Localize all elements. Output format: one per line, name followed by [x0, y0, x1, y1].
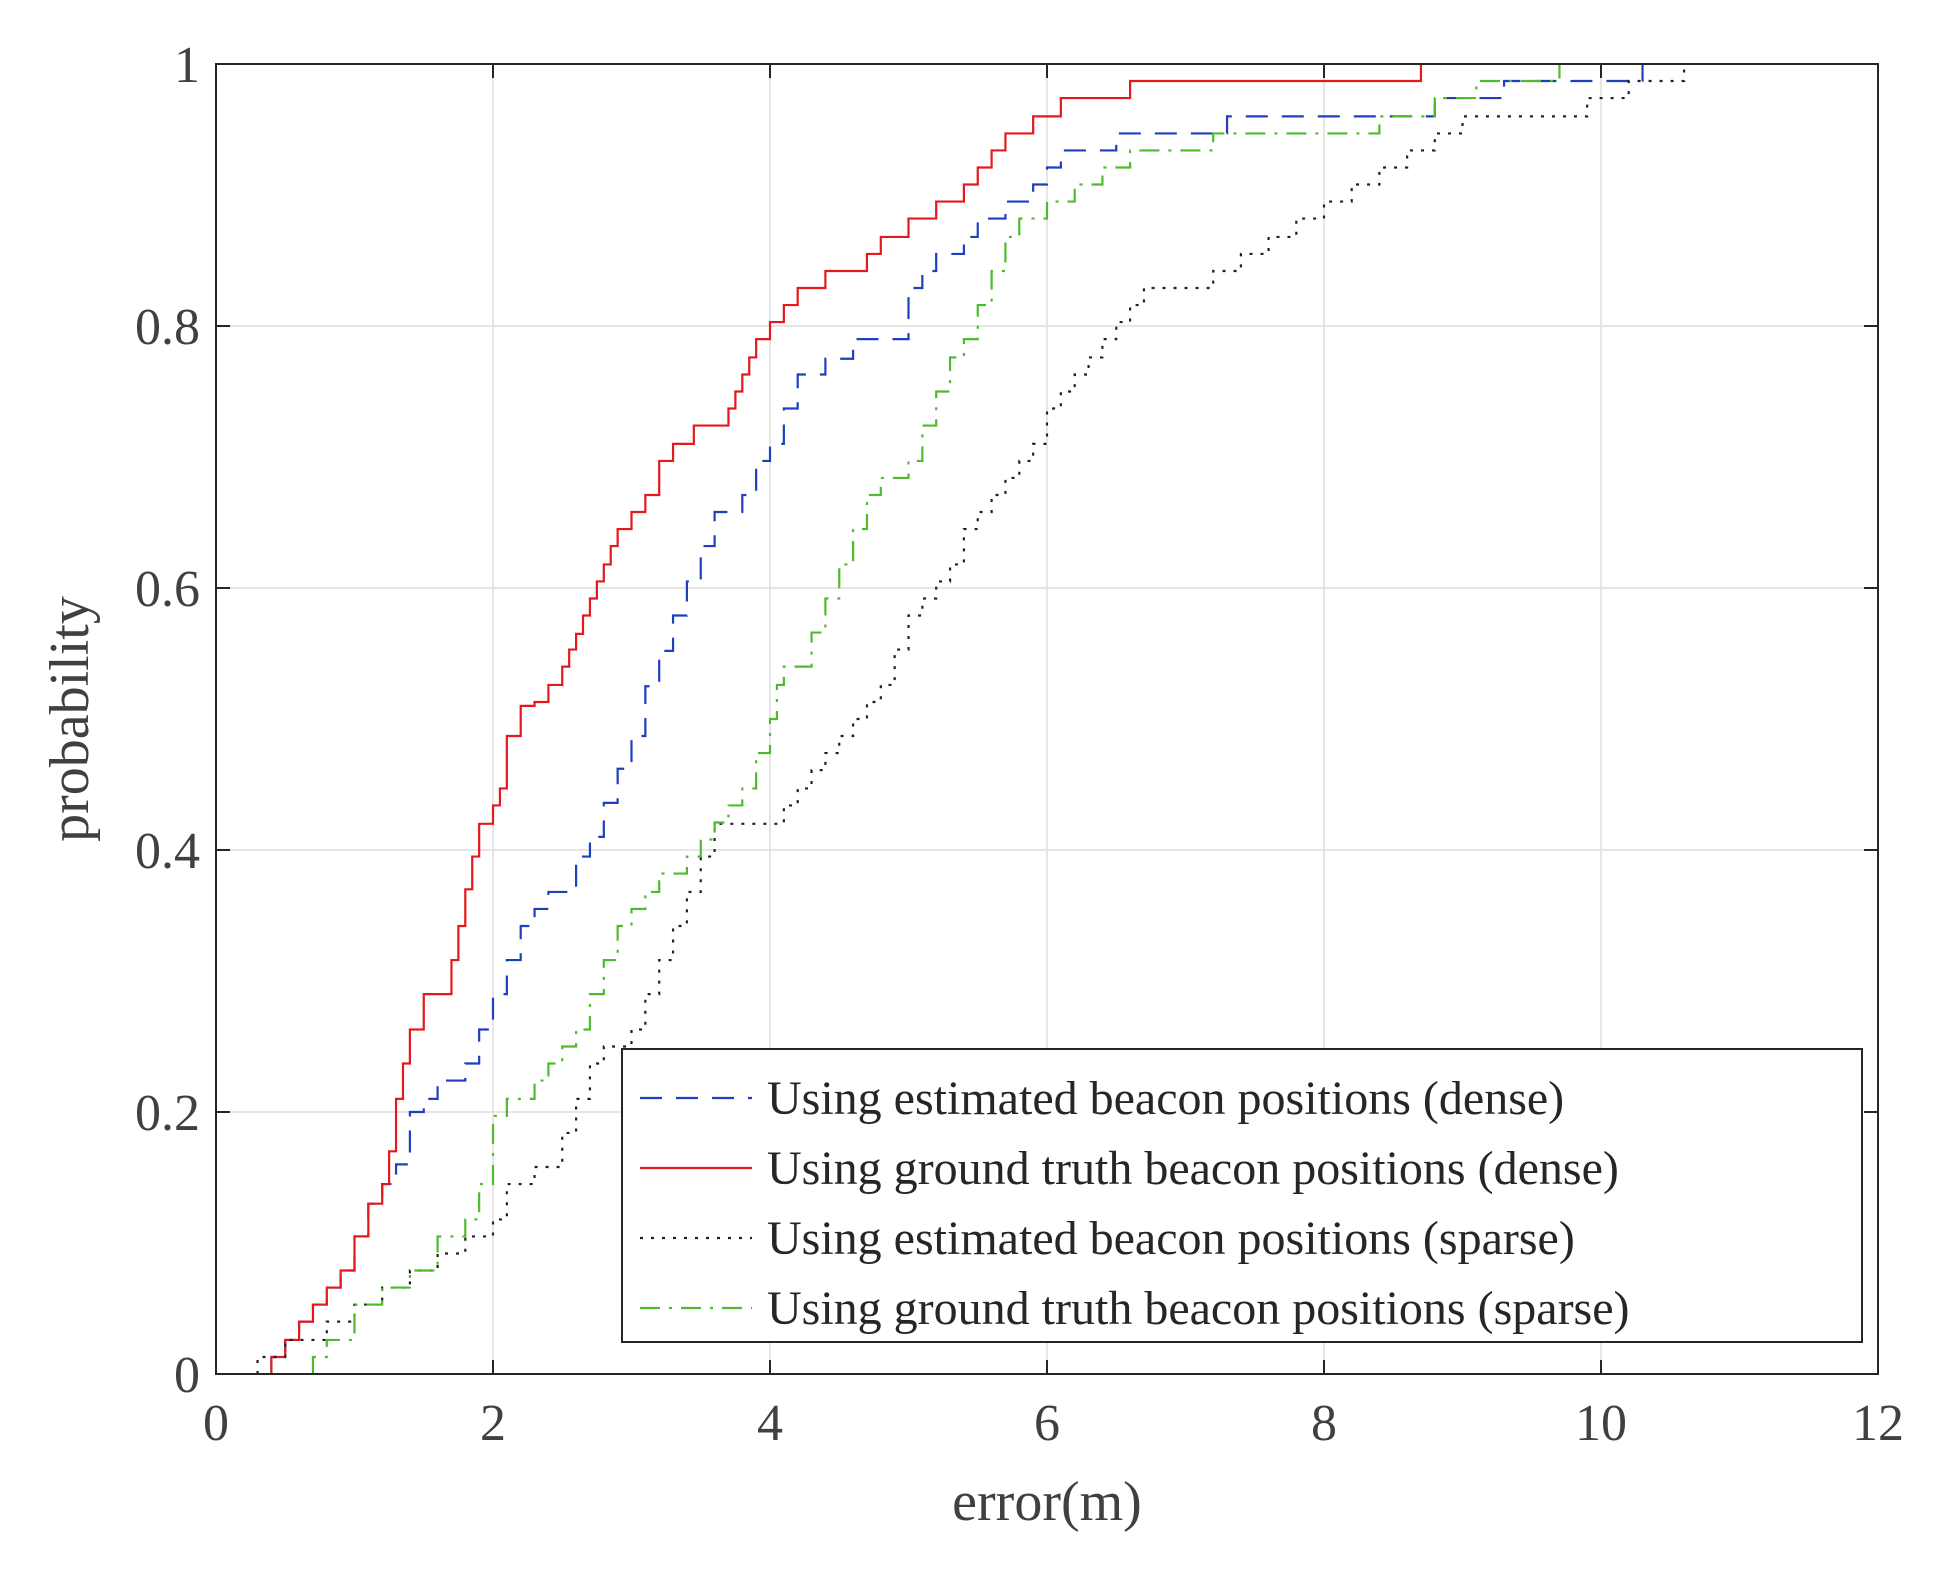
x-tick-label: 12: [1852, 1395, 1904, 1452]
series-line-2: [270, 64, 1423, 1374]
y-tick-label: 0.4: [135, 823, 200, 880]
ticks: [215, 63, 1879, 1375]
legend-box: [621, 1048, 1863, 1343]
series-line-3: [256, 64, 1686, 1374]
y-tick-label: 0: [174, 1347, 200, 1404]
legend-label: Using estimated beacon positions (dense): [767, 1072, 1564, 1125]
x-tick-label: 2: [480, 1395, 506, 1452]
x-tick-label: 6: [1034, 1395, 1060, 1452]
series-line-4: [311, 64, 1561, 1374]
y-axis-label: probability: [39, 596, 101, 842]
series-line-1: [270, 64, 1644, 1374]
series-layer: [256, 64, 1686, 1374]
x-tick-label: 8: [1311, 1395, 1337, 1452]
x-axis-label: error(m): [952, 1471, 1142, 1533]
y-tick-label: 0.2: [135, 1085, 200, 1142]
x-tick-label: 10: [1575, 1395, 1627, 1452]
y-tick-label: 0.8: [135, 299, 200, 356]
legend-label: Using ground truth beacon positions (den…: [767, 1142, 1619, 1195]
y-tick-label: 0.6: [135, 561, 200, 618]
x-tick-label: 4: [757, 1395, 783, 1452]
legend: Using estimated beacon positions (dense)…: [621, 1048, 1863, 1343]
x-tick-labels: 0 2 4 6 8 10 12: [203, 1395, 1904, 1452]
y-tick-labels: 0 0.2 0.4 0.6 0.8 1: [135, 37, 200, 1404]
legend-label: Using ground truth beacon positions (spa…: [767, 1282, 1630, 1335]
y-tick-label: 1: [174, 37, 200, 94]
legend-label: Using estimated beacon positions (sparse…: [767, 1212, 1575, 1265]
x-tick-label: 0: [203, 1395, 229, 1452]
